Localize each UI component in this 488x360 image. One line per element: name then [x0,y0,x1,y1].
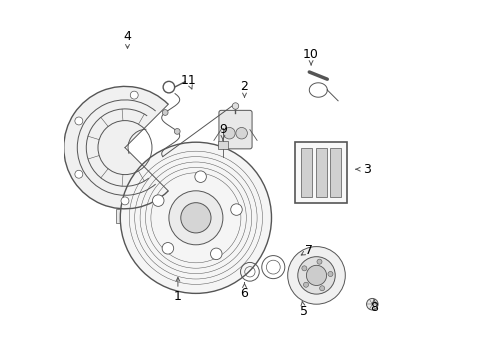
Circle shape [303,282,308,287]
Circle shape [194,171,206,183]
Circle shape [235,127,247,139]
Circle shape [120,142,271,293]
Circle shape [327,271,332,276]
Wedge shape [63,86,168,209]
FancyBboxPatch shape [116,209,134,223]
Text: 2: 2 [240,80,248,93]
Text: 4: 4 [123,30,131,42]
Circle shape [287,247,345,304]
Circle shape [174,129,180,134]
FancyBboxPatch shape [219,110,251,149]
Circle shape [130,91,138,99]
Bar [301,148,311,197]
Circle shape [121,197,129,205]
Circle shape [75,117,82,125]
Text: 1: 1 [174,291,182,303]
FancyBboxPatch shape [218,141,227,149]
Text: 8: 8 [369,301,377,314]
Text: 5: 5 [299,305,307,318]
Text: 9: 9 [219,123,226,136]
Circle shape [181,203,211,233]
Text: 3: 3 [362,163,370,176]
Text: 10: 10 [303,48,318,60]
Circle shape [75,170,82,178]
Bar [294,142,346,203]
Text: 11: 11 [181,75,196,87]
Circle shape [230,204,242,215]
Circle shape [152,195,163,206]
Circle shape [223,127,235,139]
Circle shape [162,243,173,254]
Circle shape [232,103,238,109]
Text: 6: 6 [240,287,248,300]
Circle shape [168,191,223,245]
Circle shape [301,266,306,271]
Circle shape [306,265,326,285]
Text: 7: 7 [305,244,313,257]
Circle shape [316,259,321,264]
Circle shape [210,248,222,260]
Circle shape [319,286,324,291]
Circle shape [162,109,168,115]
Circle shape [366,298,377,310]
Bar [329,148,340,197]
Bar [315,148,326,197]
Circle shape [297,257,335,294]
